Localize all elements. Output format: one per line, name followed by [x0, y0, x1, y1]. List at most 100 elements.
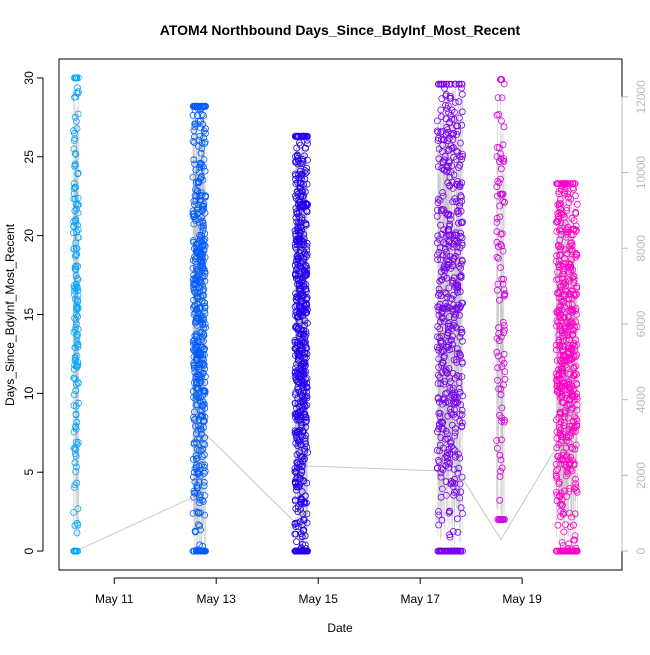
series-3-point	[445, 313, 453, 321]
series-5-point	[564, 469, 572, 477]
series-2-point	[302, 144, 310, 152]
series-2-point	[294, 132, 302, 140]
series-3-point	[458, 358, 466, 366]
series-2-point	[295, 139, 303, 147]
series-2-point	[303, 180, 311, 188]
series-5-point	[567, 406, 575, 414]
y-tick-label: 20	[22, 229, 36, 243]
series-5-point	[570, 424, 578, 432]
series-3-point	[455, 464, 463, 472]
series-5-point	[559, 510, 567, 518]
series-5-point	[553, 357, 561, 365]
series-5-point	[553, 467, 560, 475]
series-0-point	[71, 195, 79, 203]
series-3-point	[458, 179, 466, 187]
series-5-point	[566, 263, 574, 271]
y-tick-label: 25	[22, 150, 36, 164]
series-2-point	[291, 496, 299, 504]
series-1-point	[194, 470, 202, 478]
series-5-point	[553, 322, 560, 330]
series-1-point	[199, 222, 207, 230]
series-5-point	[561, 313, 568, 321]
series-2-point	[303, 132, 311, 140]
series-3-point	[457, 272, 465, 280]
series-2-point	[291, 429, 299, 437]
series-0-point	[72, 410, 80, 418]
series-1-point	[189, 264, 197, 272]
cumulative-line	[75, 425, 570, 552]
series-4-point	[500, 322, 508, 330]
series-5-point	[567, 195, 575, 203]
series-3-point	[445, 211, 452, 219]
series-2-point	[303, 156, 311, 164]
series-5-point	[555, 336, 563, 344]
series-3-point	[451, 195, 459, 203]
series-3-point	[434, 456, 442, 464]
series-1-point	[197, 547, 205, 555]
series-2-point	[303, 383, 310, 391]
series-5-point	[566, 396, 574, 404]
series-2-point	[293, 245, 300, 253]
series-5-point	[562, 180, 570, 188]
series-5-point	[563, 226, 570, 234]
series-3-point	[444, 102, 452, 109]
series-5-point	[566, 383, 574, 391]
series-3-point	[449, 144, 457, 151]
series-1-point	[201, 320, 209, 328]
series-5-point	[561, 183, 569, 191]
series-3-point	[459, 510, 466, 517]
series-5-point	[566, 401, 574, 409]
series-3-point	[436, 277, 444, 285]
series-1-point	[194, 188, 202, 196]
series-3-point	[437, 207, 445, 215]
series-0-point	[74, 233, 82, 241]
series-5-point	[553, 444, 560, 452]
series-0-point	[71, 522, 79, 530]
series-5-point	[553, 491, 561, 499]
series-2-point	[295, 280, 303, 288]
series-2-point	[303, 168, 311, 176]
series-2-point	[300, 339, 308, 347]
series-5-point	[557, 324, 565, 332]
series-3-point	[435, 363, 443, 371]
series-3-point	[458, 234, 466, 242]
series-2-point	[302, 440, 310, 448]
series-5-point	[571, 342, 579, 350]
series-3-point	[437, 469, 445, 477]
series-3-point	[458, 108, 466, 116]
series-3-point	[446, 533, 454, 541]
series-1-point	[199, 121, 207, 128]
series-3-point	[438, 95, 446, 102]
series-2-point	[297, 179, 305, 187]
series-5-point	[554, 201, 562, 209]
series-5-point	[572, 336, 580, 344]
series-2-point	[295, 357, 303, 365]
series-1-point	[202, 102, 209, 110]
series-3-point	[457, 329, 465, 337]
series-2-point	[303, 251, 311, 259]
series-5-point	[559, 346, 566, 353]
series-1-point	[198, 253, 206, 261]
series-1-point	[195, 216, 203, 223]
series-2-point	[299, 193, 306, 201]
series-3-point	[454, 284, 462, 292]
y2-tick-label: 10000	[634, 156, 648, 190]
series-5-point	[556, 226, 563, 234]
series-1-point	[191, 339, 199, 347]
series-3-point	[447, 264, 455, 272]
series-5-point	[553, 252, 560, 260]
series-4-point	[493, 286, 501, 294]
series-2-point	[299, 383, 307, 391]
series-5-point	[572, 253, 579, 261]
series-0-point	[71, 94, 78, 101]
series-3-point	[453, 231, 460, 239]
series-3-point	[445, 399, 453, 407]
series-0-point	[71, 375, 79, 383]
series-3-point	[434, 163, 442, 171]
series-2-point	[291, 464, 299, 472]
series-5-point	[572, 544, 580, 552]
series-3-point	[454, 127, 462, 135]
x-tick-label: May 15	[299, 592, 339, 606]
series-5-point	[561, 219, 569, 227]
series-4-point	[500, 123, 508, 131]
